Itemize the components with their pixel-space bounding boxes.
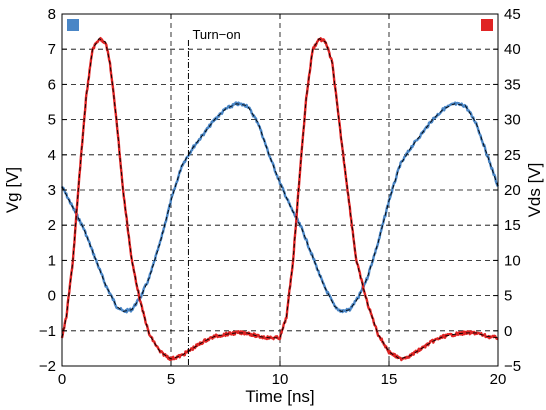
y-right-tick-label: 45 [504,6,521,23]
y-left-tick-label: 4 [48,147,56,164]
grid [62,14,498,366]
y-left-tick-label: 3 [48,182,56,199]
y-right-tick-label: 5 [504,288,512,305]
series-right-axis [60,36,499,362]
tick-labels: 0 5 10 15 20−2−1012345678−505101520253035404… [39,6,521,388]
y-left-tick-label: 7 [48,41,56,58]
y-axis-right-label: Vds [V] [525,163,544,218]
y-right-tick-label: 35 [504,76,521,93]
series-line-model [61,37,499,360]
y-left-tick-label: 1 [48,252,56,269]
y-right-tick-label: 0 [504,323,512,340]
x-tick-label: 0 [58,371,66,388]
y-right-tick-label: 10 [504,252,521,269]
x-tick-label: 15 [381,371,398,388]
x-tick-label: 5 [167,371,175,388]
y-right-tick-label: 15 [504,217,521,234]
y-left-tick-label: 6 [48,76,56,93]
y-right-tick-label: 30 [504,112,521,129]
y-left-tick-label: 8 [48,6,56,23]
series-line-measured [60,101,500,314]
series-layer [60,36,500,362]
series-line-measured [60,36,499,362]
y-right-tick-label: −5 [504,358,521,375]
series-line-model [61,103,499,312]
x-tick-label: 20 [490,371,507,388]
legend-swatch-left [67,19,79,31]
y-left-tick-label: 2 [48,217,56,234]
legend-swatch-right [481,19,493,31]
y-right-tick-label: 40 [504,41,521,58]
x-axis-label: Time [ns] [245,387,314,406]
ticks [61,13,499,367]
y-axis-left-label: Vg [V] [3,167,22,213]
y-left-tick-label: 0 [48,288,56,305]
y-left-tick-label: −1 [39,323,56,340]
turn-on-annotation: Turn−on [192,27,240,42]
y-left-tick-label: −2 [39,358,56,375]
y-left-tick-label: 5 [48,112,56,129]
legend [67,19,493,31]
x-tick-label: 10 [272,371,289,388]
series-left-axis [60,101,500,314]
y-right-tick-label: 20 [504,182,521,199]
y-right-tick-label: 25 [504,147,521,164]
